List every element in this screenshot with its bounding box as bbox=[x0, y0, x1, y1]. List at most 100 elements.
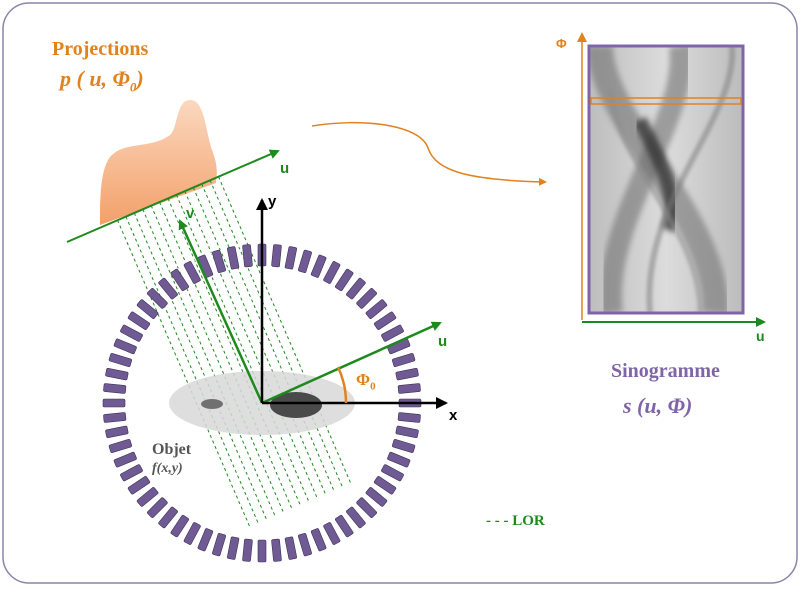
lor-line bbox=[209, 180, 344, 489]
lor-line bbox=[117, 220, 251, 528]
detector-block bbox=[356, 288, 377, 309]
detector-block bbox=[197, 528, 214, 552]
detector-block bbox=[284, 246, 297, 270]
detector-block bbox=[381, 324, 404, 342]
phi0-sub: 0 bbox=[370, 380, 376, 393]
lor-line bbox=[142, 209, 276, 518]
y-axis-label: y bbox=[268, 193, 277, 210]
detector-block bbox=[395, 368, 419, 381]
projections-title: Projections bbox=[52, 38, 149, 60]
detector-block bbox=[127, 311, 151, 330]
projections-formula-close: ) bbox=[136, 66, 144, 91]
detector-block bbox=[105, 368, 129, 381]
lor-line bbox=[159, 201, 293, 510]
detector-block bbox=[102, 398, 126, 408]
detector-block bbox=[113, 338, 137, 355]
detector-block bbox=[183, 261, 201, 284]
detector-block bbox=[103, 412, 127, 423]
detector-block bbox=[105, 425, 129, 438]
detector-block bbox=[183, 522, 201, 545]
object-formula: f(x,y) bbox=[152, 461, 183, 476]
detector-block bbox=[271, 538, 282, 562]
detector-block bbox=[373, 311, 397, 330]
detector-block bbox=[136, 299, 159, 319]
object-small-blob bbox=[201, 399, 223, 409]
lor-line bbox=[175, 194, 310, 503]
sinogram-formula: s (u, Φ) bbox=[623, 393, 693, 418]
detector-block bbox=[356, 497, 377, 518]
detector-block bbox=[298, 249, 312, 273]
detector-block bbox=[227, 536, 240, 560]
v-axis-label: v bbox=[186, 205, 195, 222]
detector-block bbox=[127, 476, 151, 495]
detector-block bbox=[346, 277, 366, 300]
lor-legend: - - - LOR bbox=[486, 513, 545, 529]
detector-block bbox=[365, 487, 388, 507]
detector-block bbox=[365, 299, 388, 319]
detector-block bbox=[120, 324, 143, 342]
detector-block bbox=[335, 514, 354, 538]
detector-block bbox=[323, 261, 341, 284]
projection-profile bbox=[100, 100, 217, 225]
sinogram-image bbox=[587, 44, 745, 315]
detector-block bbox=[257, 539, 267, 563]
detector-block bbox=[120, 464, 143, 482]
detector-block bbox=[108, 439, 132, 453]
detector-block bbox=[387, 451, 411, 468]
detector-block bbox=[103, 383, 127, 394]
detector-block bbox=[158, 277, 178, 300]
lor-line bbox=[125, 216, 260, 525]
detector-block bbox=[298, 533, 312, 557]
lor-line bbox=[201, 183, 335, 492]
projection-u-label: u bbox=[280, 160, 290, 177]
detector-block bbox=[170, 514, 189, 538]
detector-block bbox=[136, 487, 159, 507]
sinogram-phi-label: Φ bbox=[556, 36, 567, 51]
detector-block bbox=[113, 451, 137, 468]
detector-block bbox=[108, 353, 132, 367]
detector-block bbox=[335, 268, 354, 292]
detector-block bbox=[310, 254, 327, 278]
detector-block bbox=[158, 506, 178, 529]
detector-block bbox=[242, 244, 253, 268]
detector-block bbox=[397, 383, 421, 394]
lor-line bbox=[150, 205, 285, 514]
sinogram-u-label: u bbox=[756, 328, 765, 344]
projections-formula-sub: 0 bbox=[129, 79, 137, 95]
lor-line bbox=[167, 198, 302, 507]
projection-to-sinogram-arrow bbox=[311, 121, 547, 186]
detector-block bbox=[310, 528, 327, 552]
detector-block bbox=[346, 506, 366, 529]
detector-block bbox=[392, 439, 416, 453]
lor-line bbox=[133, 212, 268, 521]
sinogram-selected-row bbox=[590, 97, 742, 105]
lor-line bbox=[192, 187, 327, 496]
lor-line bbox=[184, 191, 318, 499]
detector-block bbox=[397, 412, 421, 423]
phi0-arc bbox=[336, 366, 348, 404]
detector-block bbox=[212, 533, 226, 557]
rotated-u-label: u bbox=[438, 333, 448, 350]
phi0-label: Φ0 bbox=[356, 370, 376, 392]
lor-lines bbox=[117, 176, 352, 528]
v-axis bbox=[178, 219, 264, 404]
detector-block bbox=[373, 476, 397, 495]
detector-block bbox=[381, 464, 404, 482]
detector-block bbox=[170, 268, 189, 292]
detector-block bbox=[147, 288, 168, 309]
object-title: Objet bbox=[152, 441, 192, 458]
x-axis-label: x bbox=[449, 407, 458, 424]
projection-u-axis bbox=[66, 149, 280, 243]
detector-block bbox=[395, 425, 419, 438]
projections-formula-main: p ( u, Φ bbox=[60, 66, 130, 91]
object-large-blob bbox=[270, 392, 322, 418]
sinogram-title: Sinogramme bbox=[611, 360, 720, 382]
projections-formula: p ( u, Φ0) bbox=[60, 66, 144, 95]
rotated-u-axis bbox=[261, 321, 442, 405]
detector-block bbox=[284, 536, 297, 560]
detector-block bbox=[242, 538, 253, 562]
phi0-main: Φ bbox=[356, 370, 371, 389]
detector-block bbox=[323, 522, 341, 545]
